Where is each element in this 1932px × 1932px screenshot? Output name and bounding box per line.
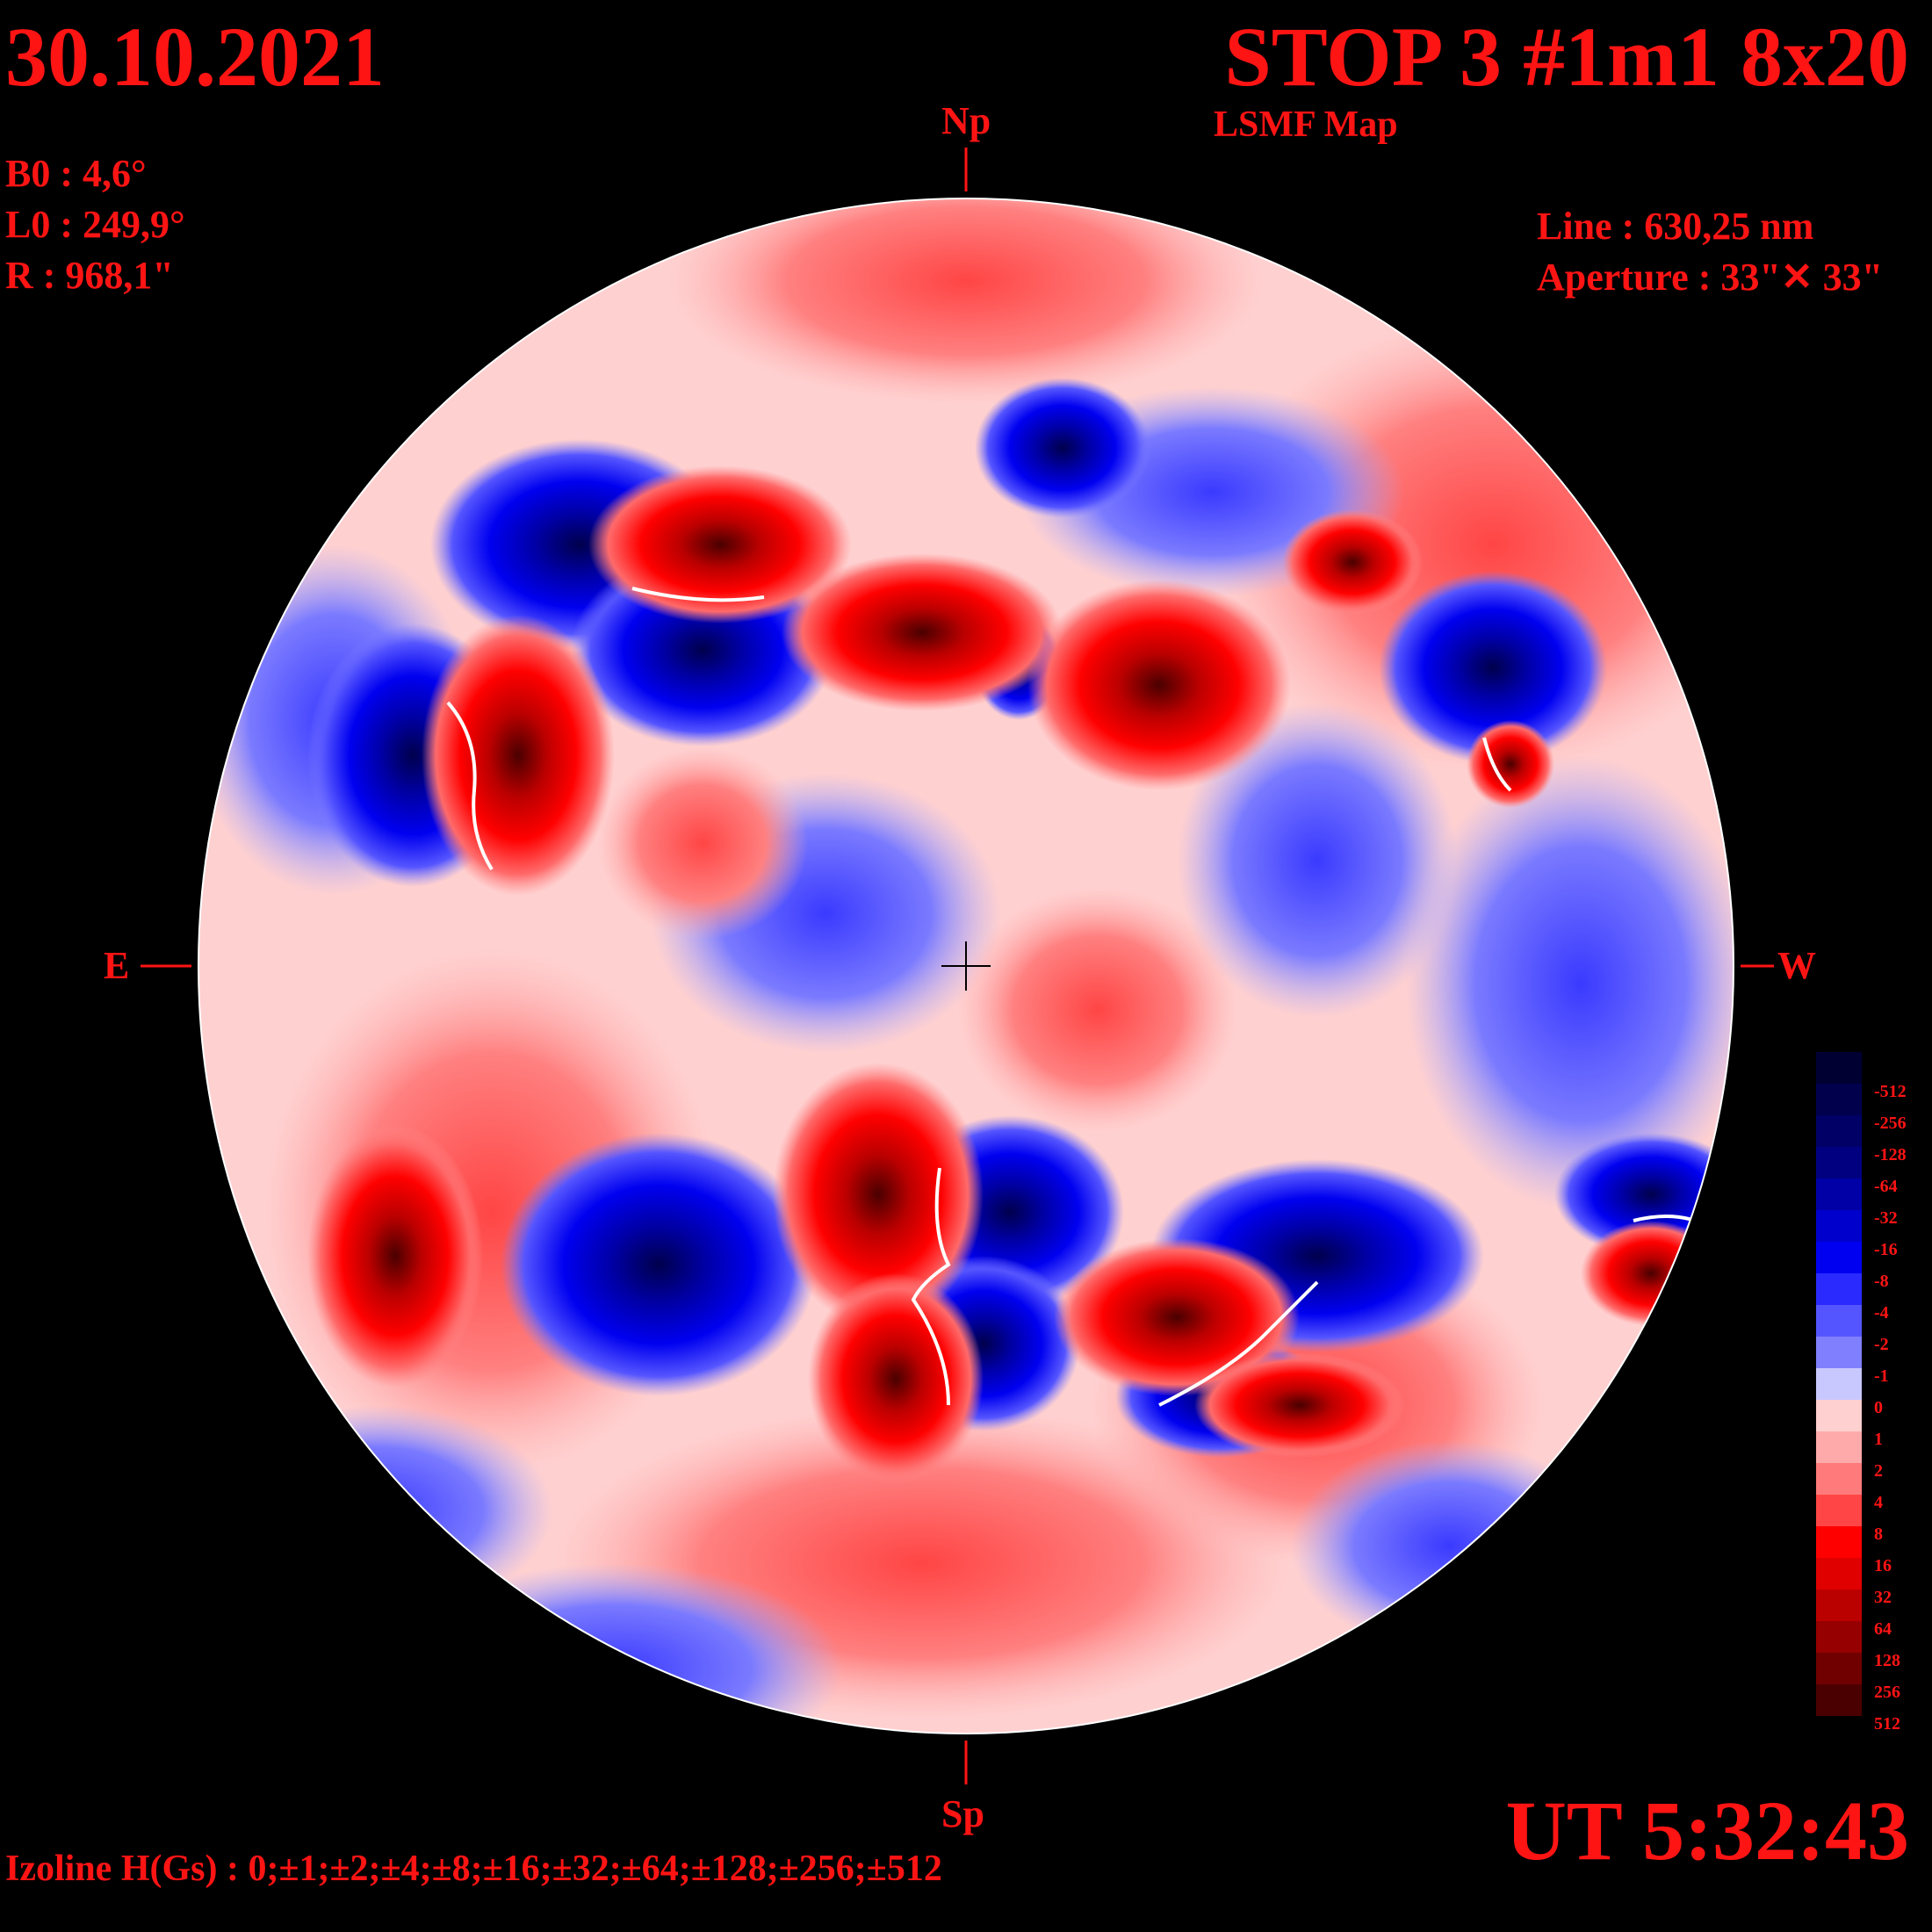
color-scale-bar	[1816, 1052, 1862, 1716]
south-pole-label: Sp	[941, 1792, 984, 1835]
color-scale-segment	[1816, 1368, 1862, 1400]
color-scale-label: 2	[1874, 1461, 1883, 1481]
izoline-levels: Izoline H(Gs) : 0;±1;±2;±4;±8;±16;±32;±6…	[5, 1849, 942, 1889]
color-scale-label: 64	[1874, 1619, 1892, 1639]
west-label: W	[1777, 944, 1816, 987]
ut-time: UT 5:32:43	[1505, 1784, 1909, 1878]
color-scale-label: 1	[1874, 1430, 1883, 1449]
color-scale-label: 32	[1874, 1588, 1892, 1607]
color-scale-segment	[1816, 1273, 1862, 1305]
param-b0: B0 : 4,6°	[5, 152, 147, 195]
map-title: STOP 3 #1m1 8x20	[1224, 10, 1909, 104]
color-scale-segment	[1816, 1621, 1862, 1653]
color-scale-label: -1	[1874, 1366, 1889, 1386]
color-scale-segment	[1816, 1084, 1862, 1115]
color-scale-label: -2	[1874, 1335, 1889, 1354]
color-scale-label: 4	[1874, 1493, 1883, 1512]
color-scale-segment	[1816, 1431, 1862, 1463]
color-scale-label: 256	[1874, 1683, 1900, 1702]
param-line: Line : 630,25 nm	[1537, 205, 1814, 248]
param-l0: L0 : 249,9°	[5, 203, 185, 246]
color-scale-segment	[1816, 1147, 1862, 1179]
color-scale-segment	[1816, 1400, 1862, 1431]
color-scale-label: -256	[1874, 1114, 1907, 1133]
east-label: E	[104, 944, 130, 987]
color-scale-segment	[1816, 1684, 1862, 1716]
color-scale-label: -8	[1874, 1272, 1889, 1291]
color-scale-segment	[1816, 1590, 1862, 1621]
color-scale-label: 8	[1874, 1525, 1883, 1544]
observation-date: 30.10.2021	[5, 10, 385, 104]
color-scale-label: 16	[1874, 1556, 1892, 1575]
map-subtitle: LSMF Map	[1214, 105, 1398, 145]
color-scale-segment	[1816, 1242, 1862, 1273]
north-pole-label: Np	[941, 99, 991, 142]
color-scale-segment	[1816, 1179, 1862, 1210]
color-scale-label: -32	[1874, 1208, 1898, 1228]
color-scale-label: 512	[1874, 1714, 1900, 1734]
param-r: R : 968,1"	[5, 254, 174, 297]
color-scale-segment	[1816, 1526, 1862, 1558]
color-scale-segment	[1816, 1052, 1862, 1084]
color-scale-segment	[1816, 1337, 1862, 1368]
color-scale-segment	[1816, 1495, 1862, 1526]
color-scale-label: -128	[1874, 1145, 1907, 1164]
color-scale-segment	[1816, 1210, 1862, 1242]
color-scale-segment	[1816, 1115, 1862, 1147]
color-scale-segment	[1816, 1463, 1862, 1495]
color-scale-segment	[1816, 1653, 1862, 1684]
param-aperture: Aperture : 33"✕ 33"	[1537, 256, 1884, 299]
color-scale-label: 0	[1874, 1398, 1883, 1417]
color-scale-label: -64	[1874, 1177, 1898, 1196]
color-scale-label: -512	[1874, 1082, 1907, 1101]
color-scale-label: -4	[1874, 1303, 1889, 1323]
color-scale-label: 128	[1874, 1651, 1900, 1670]
color-scale-segment	[1816, 1305, 1862, 1337]
color-scale-segment	[1816, 1558, 1862, 1590]
color-scale-label: -16	[1874, 1240, 1898, 1259]
